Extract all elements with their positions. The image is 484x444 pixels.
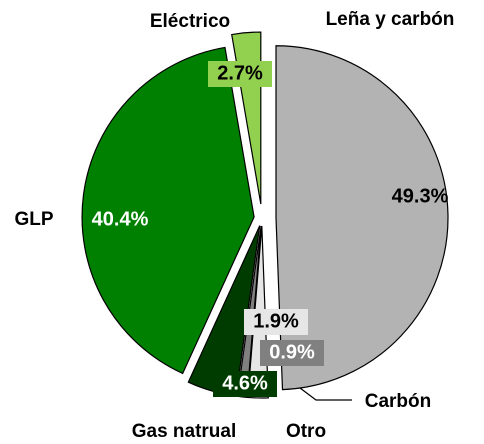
value-label: 1.9% [253, 310, 299, 332]
value-label-box [260, 340, 324, 366]
value-label-box [244, 309, 308, 335]
value-label: 49.3% [392, 185, 449, 207]
value-label: 40.4% [92, 208, 149, 230]
value-label: 0.9% [269, 341, 315, 363]
category-label: Gas natrual [132, 421, 237, 442]
value-label-box [208, 61, 272, 87]
value-label: 4.6% [222, 372, 268, 394]
category-label: Leña y carbón [326, 9, 455, 30]
value-label-box [213, 371, 277, 397]
pie-slice [81, 46, 255, 375]
leader-line [299, 387, 352, 401]
category-label: Otro [286, 421, 326, 442]
category-label: Carbón [365, 391, 432, 412]
category-label: GLP [14, 209, 53, 230]
value-label: 2.7% [217, 62, 263, 84]
category-label: Eléctrico [150, 11, 230, 32]
pie-slice [275, 45, 449, 391]
